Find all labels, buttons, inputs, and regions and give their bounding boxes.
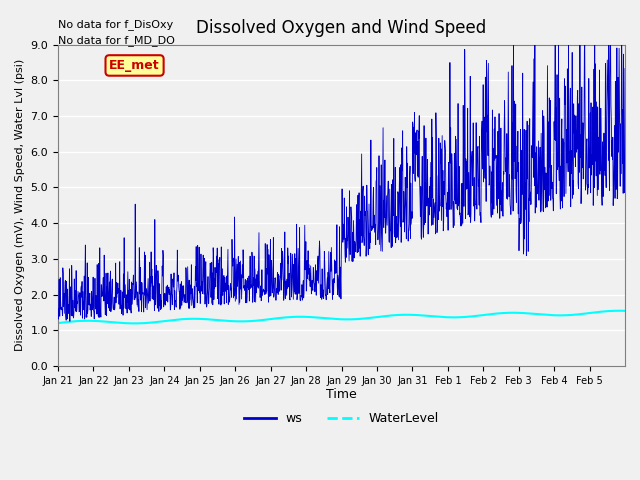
Y-axis label: Dissolved Oxygen (mV), Wind Speed, Water Lvl (psi): Dissolved Oxygen (mV), Wind Speed, Water… [15, 59, 25, 351]
Text: EE_met: EE_met [109, 59, 160, 72]
X-axis label: Time: Time [326, 388, 357, 401]
Title: Dissolved Oxygen and Wind Speed: Dissolved Oxygen and Wind Speed [196, 20, 486, 37]
Legend: ws, WaterLevel: ws, WaterLevel [239, 408, 444, 431]
Text: No data for f_DisOxy: No data for f_DisOxy [58, 19, 173, 30]
Text: No data for f_MD_DO: No data for f_MD_DO [58, 35, 175, 46]
